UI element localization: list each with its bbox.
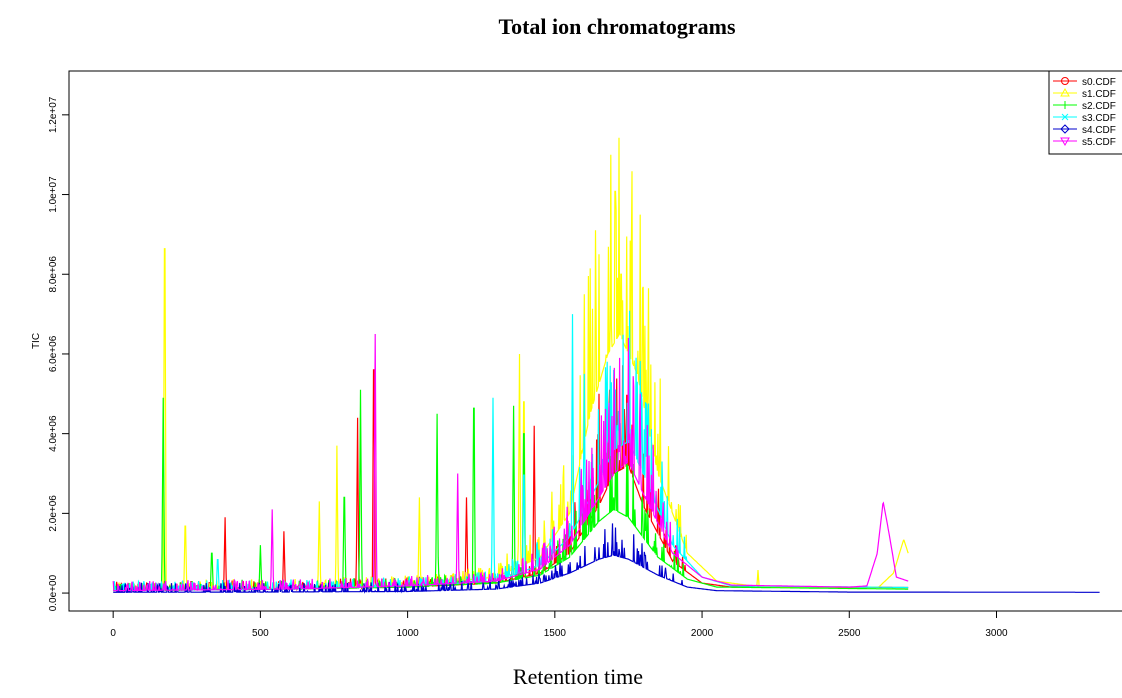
series-line-s4.CDF [113,523,1100,594]
legend-label: s3.CDF [1082,113,1116,124]
legend-label: s0.CDF [1082,77,1116,88]
legend-label: s4.CDF [1082,125,1116,136]
legend-marker [1061,113,1069,121]
chart-title: Total ion chromatograms [498,14,736,39]
x-tick-label: 3000 [985,628,1008,639]
x-tick-label: 0 [110,628,116,639]
y-axis-label: TIC [31,333,42,349]
x-axis-label: Retention time [512,664,644,689]
series-line-s0.CDF [113,365,909,592]
legend-marker [1061,101,1069,109]
x-tick-label: 1500 [544,628,567,639]
legend-label: s2.CDF [1082,101,1116,112]
x-tick-label: 1000 [396,628,419,639]
series-line-s5.CDF [112,333,909,592]
legend-label: s1.CDF [1082,89,1116,100]
legend-label: s5.CDF [1082,137,1116,148]
y-tick-label: 8.0e+06 [48,256,59,293]
legend-marker [1060,87,1070,97]
series-line-s3.CDF [113,310,909,592]
series-line-s1.CDF [113,137,909,593]
y-tick-label: 1.2e+07 [48,96,59,133]
legend-marker [1060,137,1070,147]
y-axis: 0.0e+00 2.0e+06 4.0e+06 6.0e+06 8.0e+06 1.0e+… [48,96,70,611]
x-tick-label: 2000 [691,628,714,639]
x-axis: 0 500 1000 1500 2000 2500 3000 [110,610,1008,639]
series-line-s2.CDF [113,389,909,593]
legend-marker [1061,77,1069,85]
series-layer [112,137,1100,594]
y-tick-label: 6.0e+06 [48,335,59,372]
x-tick-label: 2500 [838,628,861,639]
legend-box [1048,70,1122,155]
y-tick-label: 2.0e+06 [48,495,59,532]
x-tick-label: 500 [252,628,269,639]
y-tick-label: 0.0e+00 [48,574,59,611]
y-tick-label: 1.0e+07 [48,176,59,213]
y-tick-label: 4.0e+06 [48,415,59,452]
legend-marker [1060,124,1070,134]
